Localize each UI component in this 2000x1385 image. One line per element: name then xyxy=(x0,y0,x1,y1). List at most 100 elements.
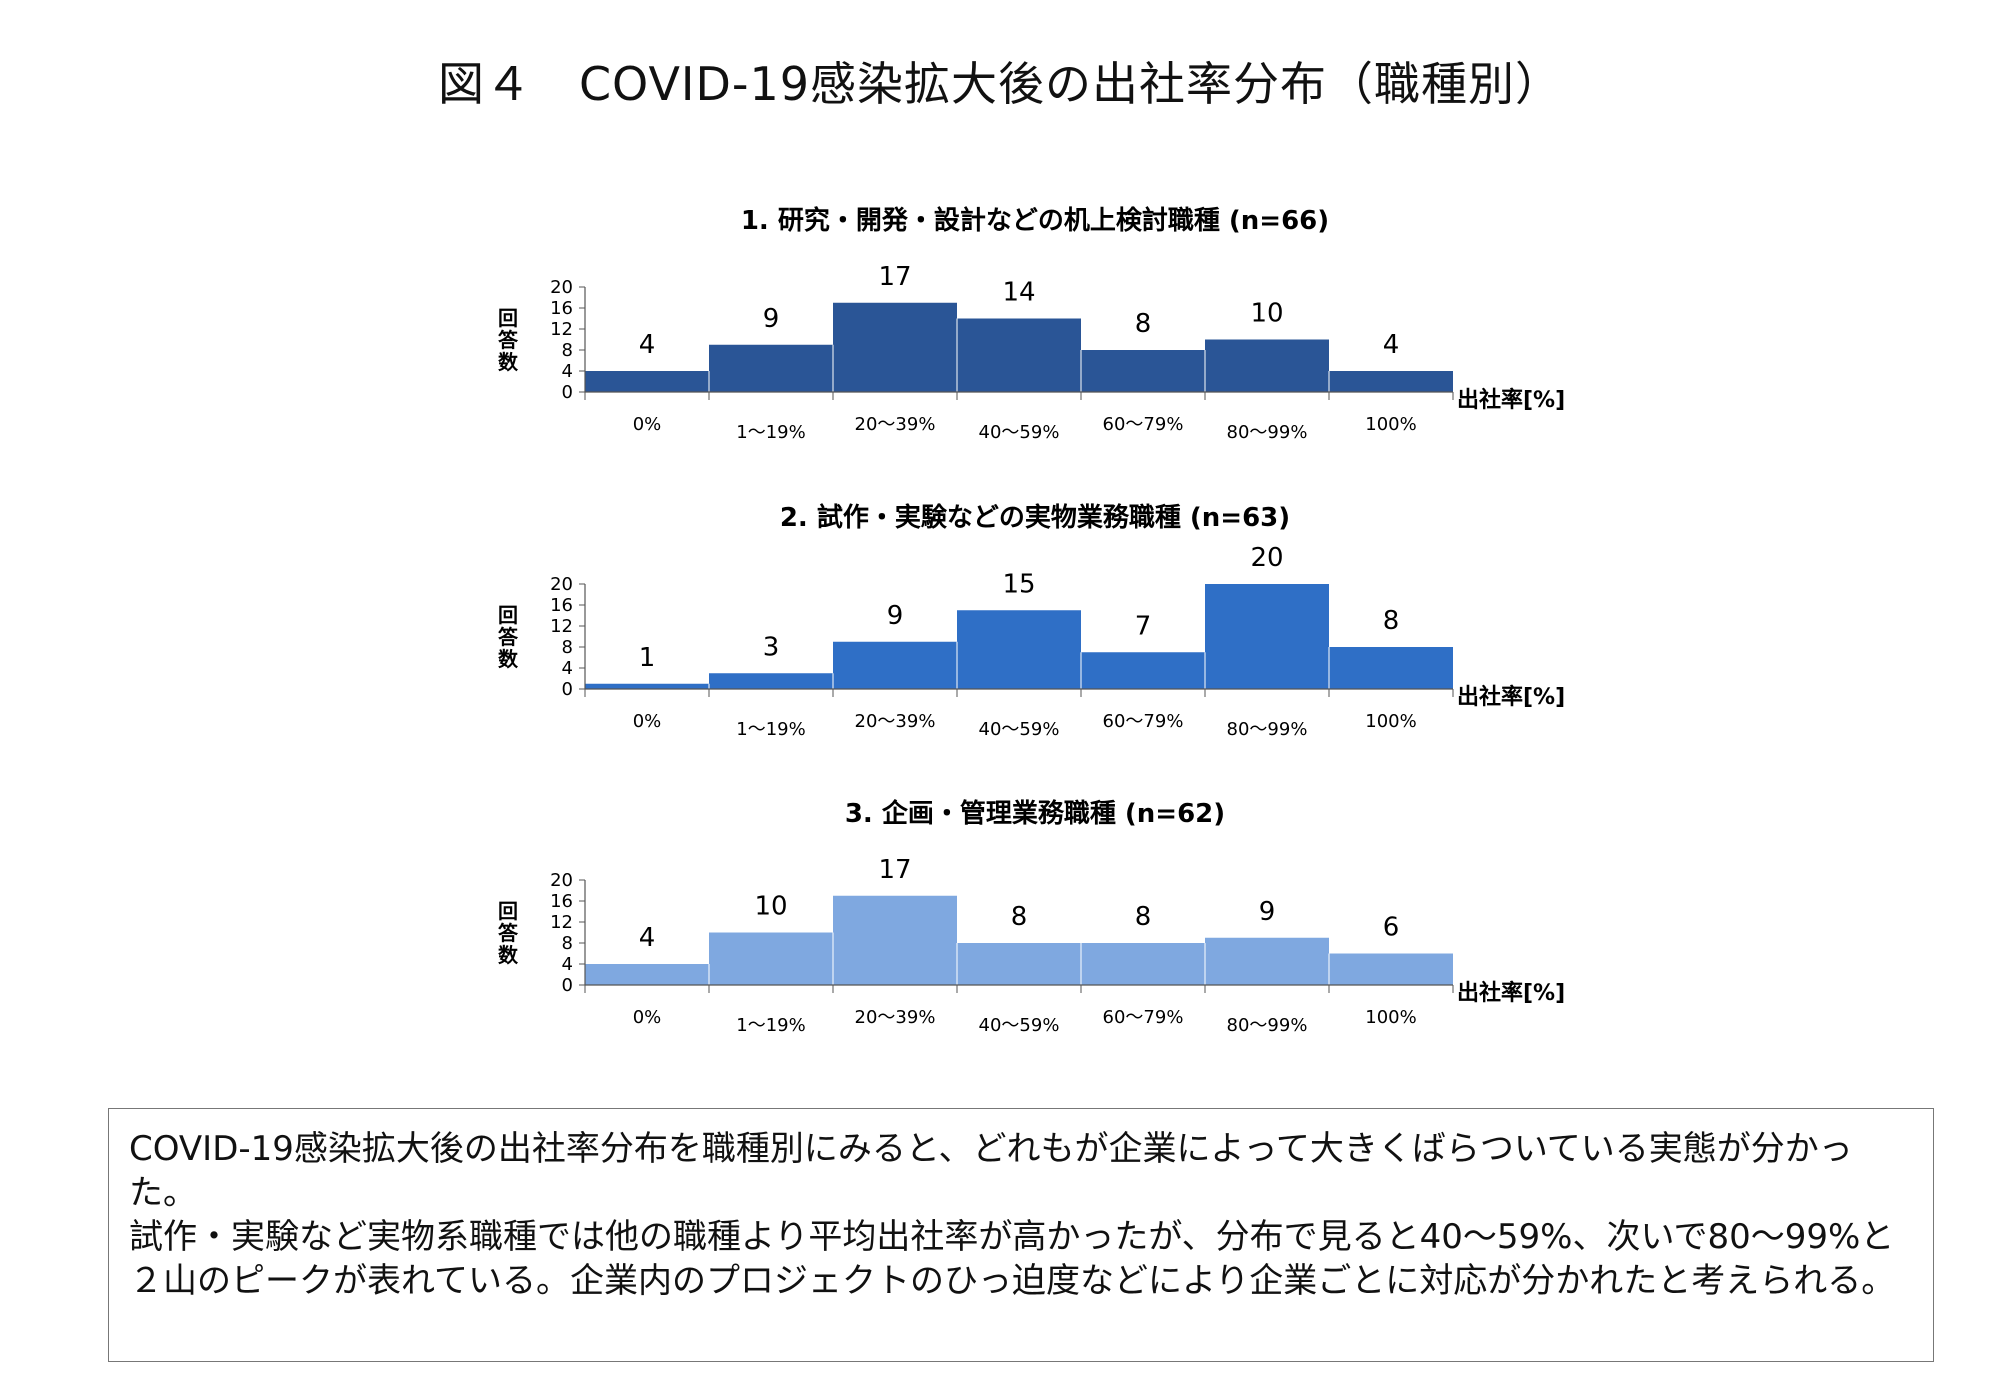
bar xyxy=(709,673,833,689)
bar xyxy=(1329,647,1453,689)
y-tick-label: 20 xyxy=(550,574,573,595)
x-axis-label: 出社率[%] xyxy=(1457,684,1565,710)
bar xyxy=(1081,652,1205,689)
x-tick-label: 20〜39% xyxy=(855,711,936,732)
x-tick-label: 60〜79% xyxy=(1103,711,1184,732)
y-axis-label-char: 回 xyxy=(498,899,518,923)
bar xyxy=(833,895,957,985)
x-axis-label: 出社率[%] xyxy=(1457,980,1565,1006)
bar xyxy=(1205,339,1329,392)
data-label: 9 xyxy=(887,601,904,631)
x-tick-label: 1〜19% xyxy=(736,1015,805,1036)
x-tick-label: 1〜19% xyxy=(736,422,805,443)
data-label: 15 xyxy=(1002,569,1035,599)
y-tick-label: 8 xyxy=(562,637,573,658)
x-tick-label: 40〜59% xyxy=(979,422,1060,443)
bar xyxy=(709,932,833,985)
y-tick-label: 4 xyxy=(562,954,573,975)
y-tick-label: 12 xyxy=(550,319,573,340)
x-tick-label: 0% xyxy=(633,414,662,435)
note-paragraph-2: 試作・実験など実物系職種では他の職種より平均出社率が高かったが、分布で見ると40… xyxy=(129,1217,1896,1301)
y-tick-label: 4 xyxy=(562,658,573,679)
x-tick-label: 40〜59% xyxy=(979,719,1060,740)
y-axis-label-char: 数 xyxy=(498,350,519,374)
x-tick-label: 60〜79% xyxy=(1103,414,1184,435)
y-axis-label-char: 答 xyxy=(498,625,519,649)
x-tick-label: 0% xyxy=(633,711,662,732)
x-tick-label: 80〜99% xyxy=(1227,719,1308,740)
x-tick-label: 80〜99% xyxy=(1227,422,1308,443)
bar xyxy=(1205,584,1329,689)
bar xyxy=(585,683,709,689)
data-label: 7 xyxy=(1135,611,1152,641)
chart-prototype-experiment: 2. 試作・実験などの実物業務職種 (n=63)回答数04812162010%3… xyxy=(498,502,1565,740)
x-tick-label: 1〜19% xyxy=(736,719,805,740)
x-tick-label: 20〜39% xyxy=(855,1007,936,1028)
y-axis-label-char: 答 xyxy=(498,921,519,945)
y-axis-label-char: 回 xyxy=(498,603,518,627)
y-axis-label-char: 数 xyxy=(498,943,519,967)
data-label: 17 xyxy=(878,262,911,292)
data-label: 8 xyxy=(1135,309,1152,339)
data-label: 20 xyxy=(1250,543,1283,573)
data-label: 10 xyxy=(1250,299,1283,329)
data-label: 9 xyxy=(763,304,780,334)
bar xyxy=(957,610,1081,689)
panel-title: 2. 試作・実験などの実物業務職種 (n=63) xyxy=(780,502,1290,533)
bar xyxy=(1329,371,1453,392)
x-tick-label: 100% xyxy=(1365,711,1416,732)
chart-research-development: 1. 研究・開発・設計などの机上検討職種 (n=66)回答数0481216204… xyxy=(498,205,1565,443)
data-label: 4 xyxy=(639,330,656,360)
data-label: 9 xyxy=(1259,897,1276,927)
bar xyxy=(1205,937,1329,985)
y-tick-label: 0 xyxy=(562,382,573,403)
data-label: 1 xyxy=(639,643,656,673)
bar xyxy=(585,964,709,985)
y-tick-label: 16 xyxy=(550,595,573,616)
y-tick-label: 0 xyxy=(562,679,573,700)
bar xyxy=(957,318,1081,392)
bar xyxy=(833,641,957,689)
y-tick-label: 12 xyxy=(550,912,573,933)
y-tick-label: 20 xyxy=(550,277,573,298)
y-tick-label: 8 xyxy=(562,340,573,361)
data-label: 8 xyxy=(1011,902,1028,932)
y-axis-label-char: 答 xyxy=(498,328,519,352)
x-tick-label: 20〜39% xyxy=(855,414,936,435)
data-label: 8 xyxy=(1135,902,1152,932)
data-label: 17 xyxy=(878,855,911,885)
data-label: 4 xyxy=(639,923,656,953)
panel-title: 3. 企画・管理業務職種 (n=62) xyxy=(845,798,1225,829)
data-label: 3 xyxy=(763,632,780,662)
summary-note: COVID-19感染拡大後の出社率分布を職種別にみると、どれもが企業によって大き… xyxy=(108,1108,1934,1362)
x-tick-label: 60〜79% xyxy=(1103,1007,1184,1028)
note-paragraph-1: COVID-19感染拡大後の出社率分布を職種別にみると、どれもが企業によって大き… xyxy=(129,1129,1853,1213)
x-tick-label: 80〜99% xyxy=(1227,1015,1308,1036)
y-tick-label: 0 xyxy=(562,975,573,996)
panel-title: 1. 研究・開発・設計などの机上検討職種 (n=66) xyxy=(741,205,1329,236)
bar xyxy=(1081,350,1205,392)
data-label: 14 xyxy=(1002,278,1035,308)
y-tick-label: 16 xyxy=(550,891,573,912)
y-axis-label-char: 数 xyxy=(498,647,519,671)
chart-planning-management: 3. 企画・管理業務職種 (n=62)回答数04812162040%101〜19… xyxy=(498,798,1565,1036)
x-tick-label: 40〜59% xyxy=(979,1015,1060,1036)
x-tick-label: 100% xyxy=(1365,414,1416,435)
y-tick-label: 8 xyxy=(562,933,573,954)
x-tick-label: 100% xyxy=(1365,1007,1416,1028)
y-tick-label: 16 xyxy=(550,298,573,319)
bar xyxy=(1081,943,1205,985)
data-label: 10 xyxy=(754,892,787,922)
bar xyxy=(709,344,833,392)
y-tick-label: 12 xyxy=(550,616,573,637)
y-tick-label: 20 xyxy=(550,870,573,891)
y-tick-label: 4 xyxy=(562,361,573,382)
y-axis-label-char: 回 xyxy=(498,306,518,330)
bar xyxy=(957,943,1081,985)
figure-title: 図４ COVID-19感染拡大後の出社率分布（職種別） xyxy=(437,57,1563,111)
bar xyxy=(833,302,957,392)
data-label: 4 xyxy=(1383,330,1400,360)
data-label: 6 xyxy=(1383,913,1400,943)
data-label: 8 xyxy=(1383,606,1400,636)
bar xyxy=(585,371,709,392)
